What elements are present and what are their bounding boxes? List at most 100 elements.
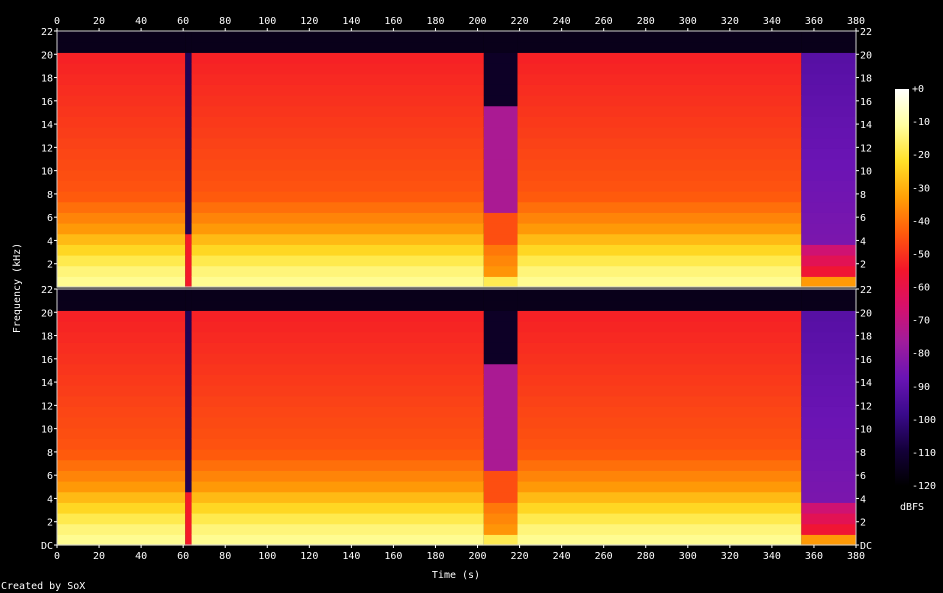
- spectral-band: [517, 52, 802, 64]
- spectral-band: [185, 31, 192, 43]
- y-tick-label-left: 8: [47, 190, 53, 201]
- spectral-band: [801, 169, 856, 181]
- spectral-band: [517, 310, 802, 322]
- spectral-band: [191, 116, 484, 128]
- spectral-band: [191, 244, 484, 256]
- spectral-band: [517, 342, 802, 354]
- spectral-band: [517, 374, 802, 386]
- colorbar-tick-label: -40: [912, 216, 930, 227]
- spectral-band: [185, 406, 192, 418]
- spectral-band: [185, 502, 192, 514]
- spectral-band: [517, 63, 802, 75]
- spectral-band: [191, 84, 484, 96]
- spectral-band: [185, 223, 192, 235]
- spectral-band: [191, 470, 484, 482]
- x-tick-label-top: 240: [553, 16, 571, 27]
- spectral-band: [57, 491, 186, 503]
- spectral-band: [57, 95, 186, 107]
- spectral-band: [801, 127, 856, 139]
- y-tick-label-left: 16: [41, 355, 53, 366]
- segment-loud: [191, 289, 484, 546]
- y-tick-label-right: 10: [860, 425, 872, 436]
- spectral-band: [185, 244, 192, 256]
- spectral-band: [57, 191, 186, 203]
- spectral-band: [517, 491, 802, 503]
- spectral-band: [483, 31, 518, 43]
- spectral-band: [185, 289, 192, 301]
- spectral-band: [191, 523, 484, 535]
- spectral-band: [57, 169, 186, 181]
- spectral-band: [191, 513, 484, 525]
- spectral-band: [517, 137, 802, 149]
- spectral-band: [517, 363, 802, 375]
- colorbar-tick-label: -20: [912, 150, 930, 161]
- spectral-band: [191, 63, 484, 75]
- y-tick-label-left: 22: [41, 285, 53, 296]
- spectral-band: [57, 502, 186, 514]
- spectral-band: [483, 502, 518, 514]
- spectral-band: [191, 52, 484, 64]
- spectral-band: [517, 276, 802, 288]
- y-tick-label-right: 8: [860, 190, 866, 201]
- spectral-band: [517, 223, 802, 235]
- y-tick-label-left: 20: [41, 50, 53, 61]
- x-tick-label-top: 360: [805, 16, 823, 27]
- x-tick-label-top: 60: [177, 16, 189, 27]
- colorbar-gradient: [895, 89, 909, 486]
- segment-quiet: [483, 31, 518, 288]
- colorbar-tick-label: -70: [912, 316, 930, 327]
- spectral-band: [57, 481, 186, 493]
- spectral-band: [801, 406, 856, 418]
- spectral-band: [801, 95, 856, 107]
- spectral-band: [57, 395, 186, 407]
- spectral-band: [517, 299, 802, 311]
- spectral-band: [483, 481, 518, 493]
- spectral-band: [483, 201, 518, 213]
- spectral-band: [483, 459, 518, 471]
- spectral-band: [191, 265, 484, 277]
- spectral-band: [517, 449, 802, 461]
- colorbar-tick-label: -120: [912, 481, 936, 492]
- colorbar-tick-label: -50: [912, 249, 930, 260]
- spectral-band: [57, 331, 186, 343]
- spectral-band: [191, 137, 484, 149]
- plot-frame: [56, 30, 857, 288]
- spectral-band: [191, 41, 484, 53]
- spectral-band: [517, 201, 802, 213]
- y-tick-label-left: 6: [47, 471, 53, 482]
- spectral-band: [801, 321, 856, 333]
- spectral-band: [57, 459, 186, 471]
- spectral-band: [185, 52, 192, 64]
- spectral-band: [801, 159, 856, 171]
- spectral-band: [517, 84, 802, 96]
- spectral-band: [517, 427, 802, 439]
- spectral-band: [185, 127, 192, 139]
- spectral-band: [483, 353, 518, 365]
- spectral-band: [801, 310, 856, 322]
- spectral-band: [185, 523, 192, 535]
- y-tick-label-left: 6: [47, 213, 53, 224]
- spectral-band: [185, 363, 192, 375]
- x-tick-label-bottom: 160: [384, 551, 402, 562]
- spectral-band: [185, 385, 192, 397]
- spectral-band: [483, 417, 518, 429]
- plot-frame: [56, 288, 857, 546]
- spectral-band: [57, 449, 186, 461]
- spectral-band: [185, 73, 192, 85]
- spectral-band: [801, 491, 856, 503]
- channel-1-spectrogram: [56, 30, 857, 288]
- spectral-band: [57, 180, 186, 192]
- spectral-band: [801, 331, 856, 343]
- x-tick-label-top: 160: [384, 16, 402, 27]
- spectral-band: [57, 137, 186, 149]
- spectral-band: [801, 73, 856, 85]
- spectral-band: [191, 180, 484, 192]
- colorbar-tick-label: -90: [912, 382, 930, 393]
- spectral-band: [185, 299, 192, 311]
- spectral-band: [483, 449, 518, 461]
- spectral-band: [191, 159, 484, 171]
- spectral-band: [801, 41, 856, 53]
- spectral-band: [483, 395, 518, 407]
- x-tick-label-top: 260: [595, 16, 613, 27]
- spectral-band: [191, 95, 484, 107]
